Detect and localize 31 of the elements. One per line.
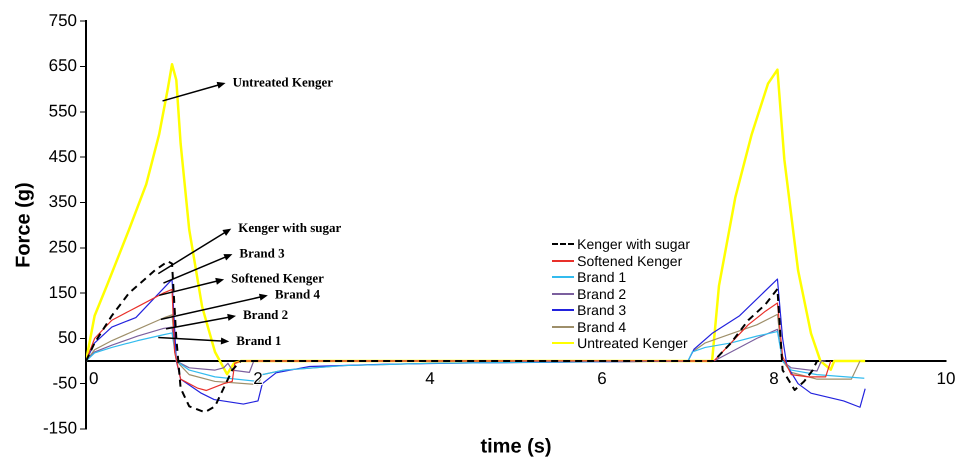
legend-label: Brand 2 xyxy=(577,286,626,302)
annotation: Brand 3 xyxy=(239,245,286,260)
legend-label: Brand 1 xyxy=(577,269,626,286)
annotation: Kenger with sugar xyxy=(238,220,342,235)
legend-label: Kenger with sugar xyxy=(577,236,690,252)
x-tick-label: 10 xyxy=(936,369,956,388)
y-tick-label: -150 xyxy=(42,418,78,438)
x-tick-label: 4 xyxy=(425,369,435,388)
legend-label: Brand 3 xyxy=(577,302,626,318)
annotation: Brand 4 xyxy=(274,286,320,302)
y-tick-label: 550 xyxy=(48,102,78,121)
legend-label: Brand 4 xyxy=(577,318,626,335)
y-tick-label: 350 xyxy=(48,192,78,212)
x-axis-title: time (s) xyxy=(480,436,552,458)
x-tick-label: 6 xyxy=(597,369,607,388)
annotation: Brand 2 xyxy=(243,307,288,322)
legend-label: Softened Kenger xyxy=(577,252,682,269)
y-tick-label: 750 xyxy=(48,10,78,30)
y-tick-label: 150 xyxy=(48,282,78,302)
y-tick-label: 50 xyxy=(58,328,78,348)
y-tick-label: 450 xyxy=(48,146,78,166)
y-tick-label: -50 xyxy=(52,373,78,392)
annotation: Softened Kenger xyxy=(231,270,324,286)
x-tick-label: 0 xyxy=(89,369,98,388)
y-axis-title: Force (g) xyxy=(12,182,35,268)
annotation: Brand 1 xyxy=(236,332,282,348)
y-tick-label: 650 xyxy=(48,56,78,76)
annotation: Untreated Kenger xyxy=(232,74,334,90)
legend-label: Untreated Kenger xyxy=(577,335,688,352)
y-tick-label: 250 xyxy=(48,237,78,256)
x-tick-label: 8 xyxy=(769,369,779,388)
